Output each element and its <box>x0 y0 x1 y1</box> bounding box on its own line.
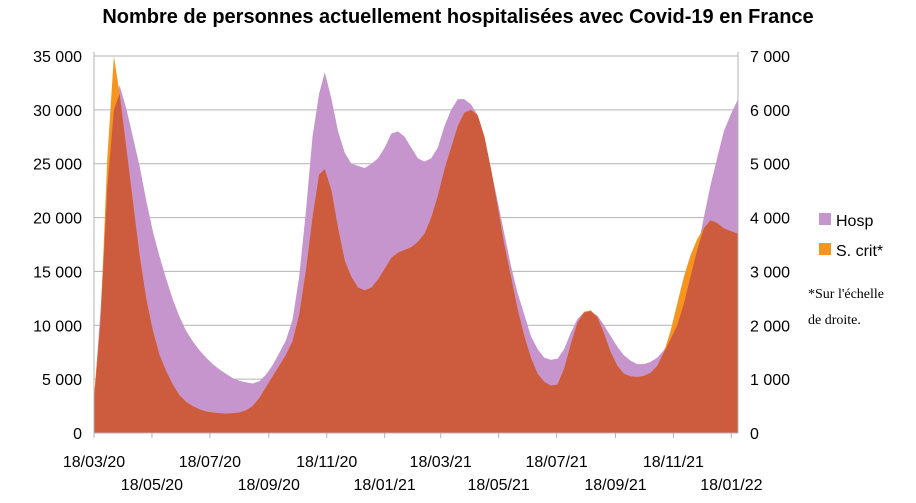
x-tick-label: 18/03/21 <box>410 454 472 471</box>
y-left-tick-label: 0 <box>73 426 82 443</box>
legend-label-s-crit: S. crit* <box>836 243 883 260</box>
x-tick-label: 18/05/20 <box>121 477 183 494</box>
y-left-ticks: 0 5 000 10 000 15 000 20 000 25 000 30 000 35 0… <box>33 49 82 443</box>
y-right-ticks: 0 1 000 2 000 3 000 4 000 5 000 6 000 7 000 <box>750 49 790 443</box>
y-right-tick-label: 4 000 <box>750 211 790 228</box>
x-tick-label: 18/01/22 <box>700 477 762 494</box>
x-tick-label: 18/11/21 <box>643 454 704 471</box>
x-tick-label: 18/09/20 <box>238 477 300 494</box>
y-right-tick-label: 1 000 <box>750 372 790 389</box>
y-left-tick-label: 25 000 <box>33 157 82 174</box>
x-tick-label: 18/03/20 <box>63 454 125 471</box>
axes <box>93 52 739 434</box>
y-left-tick-label: 30 000 <box>33 103 82 120</box>
y-right-tick-label: 2 000 <box>750 318 790 335</box>
legend-swatch-hosp <box>819 213 831 225</box>
y-left-tick-label: 20 000 <box>33 211 82 228</box>
x-ticks: 18/03/20 18/05/20 18/07/20 18/09/20 18/11/20… <box>63 433 763 494</box>
legend: Hosp S. crit* <box>819 213 883 260</box>
x-tick-label: 18/07/20 <box>179 454 241 471</box>
y-right-tick-label: 6 000 <box>750 103 790 120</box>
overlap-area <box>94 93 738 433</box>
y-left-tick-label: 35 000 <box>33 49 82 66</box>
x-tick-label: 18/01/21 <box>354 477 416 494</box>
y-left-tick-label: 10 000 <box>33 318 82 335</box>
series-s-crit <box>94 56 738 433</box>
x-tick-label: 18/09/21 <box>584 477 646 494</box>
y-left-tick-label: 15 000 <box>33 264 82 281</box>
legend-swatch-s-crit <box>819 243 831 255</box>
note-line-2: de droite. <box>808 313 861 328</box>
y-right-tick-label: 3 000 <box>750 264 790 281</box>
x-tick-label: 18/07/21 <box>525 454 587 471</box>
y-right-tick-label: 5 000 <box>750 157 790 174</box>
note-line-1: *Sur l'échelle <box>808 287 884 302</box>
y-right-tick-label: 0 <box>750 426 759 443</box>
x-tick-label: 18/05/21 <box>467 477 529 494</box>
x-tick-label: 18/11/20 <box>296 454 357 471</box>
chart-title: Nombre de personnes actuellement hospita… <box>102 6 814 28</box>
y-right-tick-label: 7 000 <box>750 49 790 66</box>
y-left-tick-label: 5 000 <box>42 372 82 389</box>
legend-label-hosp: Hosp <box>836 213 873 230</box>
